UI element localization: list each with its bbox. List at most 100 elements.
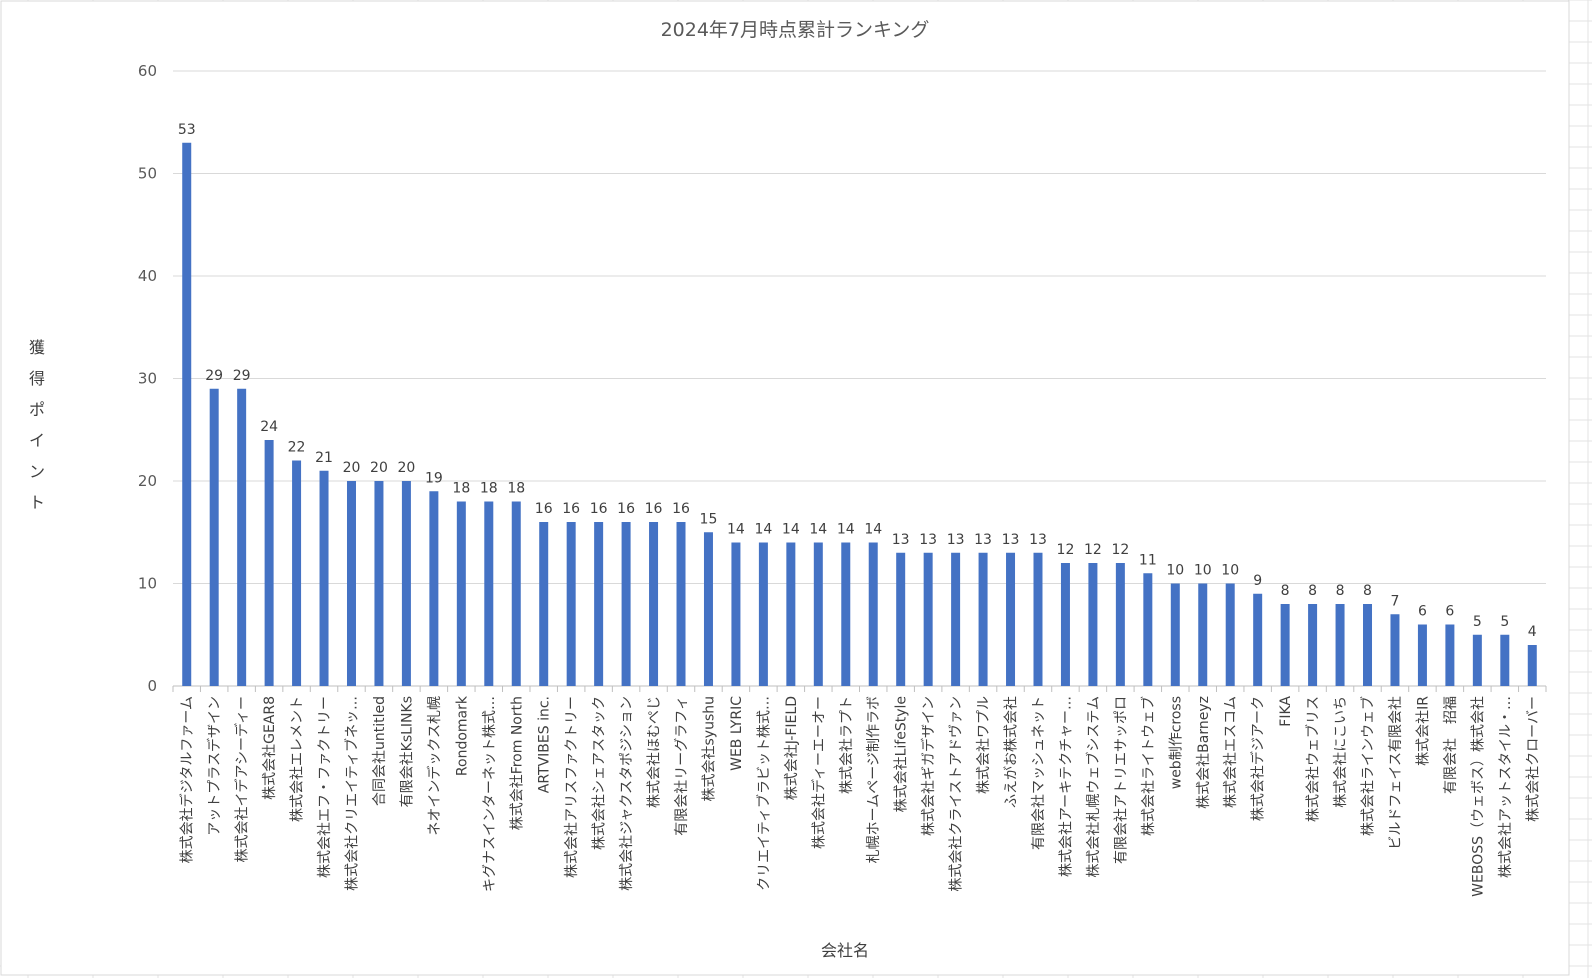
bar[interactable] [401,481,411,686]
category-label: 株式会社From North [509,696,525,830]
category-label: 有限会社アトリエサッポロ [1113,696,1129,864]
bar[interactable] [1088,563,1098,686]
bar[interactable] [237,388,247,686]
bar[interactable] [539,522,549,686]
bar[interactable] [292,460,302,687]
bar[interactable] [1308,604,1318,686]
bar[interactable] [1472,634,1482,686]
category-label: キグナスインターネット株式… [482,696,498,892]
category-label: 株式会社Barneyz [1196,696,1212,809]
bar[interactable] [1500,634,1510,686]
bar[interactable] [1335,604,1345,686]
data-labels: 53 29 29 24 22 21 20 20 20 19 18 18 18 16 16 16 16 16 16 15… [178,122,1537,640]
bar[interactable] [1445,624,1455,687]
bar[interactable] [209,388,219,686]
bar[interactable] [1143,573,1153,686]
data-label: 5 [1473,614,1482,630]
data-label: 12 [1057,542,1075,558]
y-axis-ticks: 0 10 20 30 40 50 60 [138,62,157,695]
bar[interactable] [868,542,878,687]
bar[interactable] [951,552,961,686]
data-label: 13 [974,532,992,548]
data-label: 14 [809,522,827,538]
category-label: 株式会社ラインウェブ [1360,696,1377,836]
x-axis-categories: 株式会社デジタルファーム アットプラスデザイン 株式会社イデアシーディー 株式会社GE… [172,686,1547,897]
bar[interactable] [1390,614,1400,686]
y-tick-label: 40 [138,267,157,285]
bar[interactable] [1363,604,1373,686]
bars [182,142,1537,687]
data-label: 8 [1281,583,1290,599]
bar[interactable] [1198,583,1208,687]
data-label: 15 [700,511,718,527]
category-label: 株式会社エレメント [290,696,306,822]
bar[interactable] [758,542,768,687]
category-label: 株式会社アーキテクチャー… [1058,696,1074,877]
bar[interactable] [1033,552,1043,686]
bar[interactable] [731,542,741,687]
data-label: 16 [590,501,608,517]
bar[interactable] [1280,604,1290,686]
bar[interactable] [1527,645,1537,686]
y-tick-label: 60 [138,62,157,80]
y-axis-title-char: 獲 [29,338,45,357]
bar[interactable] [429,491,439,686]
bar[interactable] [703,532,713,686]
bar[interactable] [676,522,686,686]
category-label: Rondomark [454,695,470,776]
category-label: WEB LYRIC [729,696,745,771]
bar[interactable] [978,552,988,686]
data-label: 7 [1391,593,1400,609]
category-label: 株式会社syushu [701,696,717,802]
category-label: 株式会社ラプト [839,696,855,794]
data-label: 18 [480,481,498,497]
bar[interactable] [182,142,192,686]
category-label: WEBOSS（ウェボス）株式会社 [1470,696,1486,897]
bar[interactable] [264,440,274,686]
data-label: 11 [1139,552,1157,568]
bar[interactable] [813,542,823,687]
y-axis-title-char: ト [29,493,45,512]
bar[interactable] [896,552,906,686]
y-axis-title-char: ン [29,462,45,481]
bar[interactable] [346,481,356,686]
category-label: ふえがお株式会社 [1004,696,1020,808]
bar[interactable] [1060,563,1070,686]
bar[interactable] [649,522,659,686]
data-label: 18 [452,481,470,497]
bar[interactable] [1225,583,1235,687]
category-label: 株式会社アットスタイル・… [1498,696,1514,878]
bar[interactable] [319,470,329,686]
bar[interactable] [456,501,466,687]
bar[interactable] [1115,563,1125,686]
data-label: 18 [507,481,525,497]
bar[interactable] [374,481,384,686]
bar[interactable] [1417,624,1427,687]
bar[interactable] [1006,552,1016,686]
bar[interactable] [923,552,933,686]
bar[interactable] [1170,583,1180,687]
bar[interactable] [484,501,494,687]
bar[interactable] [1253,593,1263,686]
bar[interactable] [594,522,604,686]
category-label: 株式会社クローバー [1525,696,1541,822]
bar[interactable] [621,522,631,686]
data-label: 29 [233,368,251,384]
data-label: 6 [1418,604,1427,620]
data-label: 14 [727,522,745,538]
category-label: 株式会社ジャクスタポジション [619,696,635,891]
bar[interactable] [841,542,851,687]
category-label: 株式会社シェアスタック [592,696,608,850]
category-label: 株式会社デジタルファーム [179,696,196,863]
data-label: 29 [205,368,223,384]
bar[interactable] [566,522,576,686]
category-label: 株式会社ほむぺじ [647,696,663,808]
data-label: 14 [837,522,855,538]
bar[interactable] [786,542,796,687]
category-label: 株式会社ウェブリス [1305,696,1322,822]
bar[interactable] [511,501,521,687]
data-label: 4 [1528,624,1537,640]
